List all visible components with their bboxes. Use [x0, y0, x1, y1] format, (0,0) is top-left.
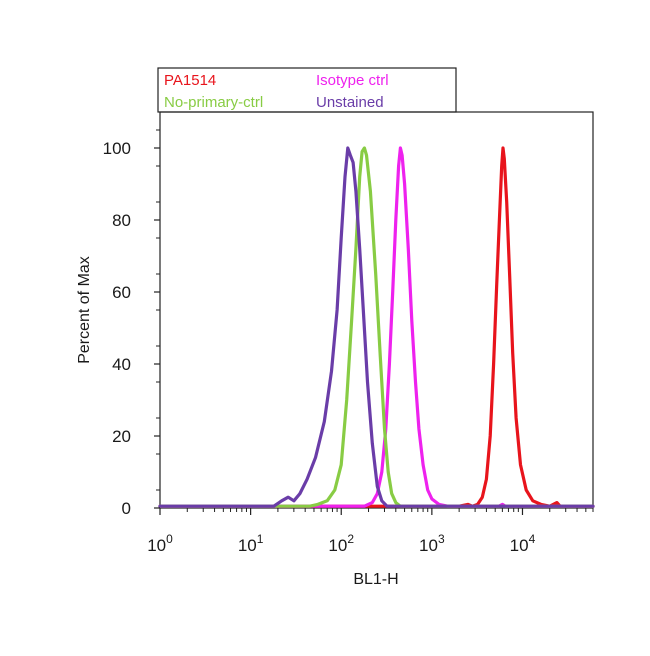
legend-box	[157, 67, 457, 113]
series-line-no-primary-ctrl	[158, 146, 595, 508]
y-tick-label: 0	[122, 499, 131, 518]
legend: PA1514 Isotype ctrl No-primary-ctrl Unst…	[157, 67, 457, 113]
y-axis-title: Percent of Max	[76, 256, 93, 364]
y-tick-label: 80	[112, 211, 131, 230]
x-axis-title: BL1-H	[353, 571, 398, 588]
series-layer	[158, 146, 595, 508]
y-tick-label: 20	[112, 427, 131, 446]
x-axis: 100 101 102 103 104	[147, 508, 594, 555]
legend-entry-no-primary-ctrl: No-primary-ctrl	[164, 94, 263, 111]
legend-entry-pa1514: PA1514	[164, 72, 216, 89]
y-tick-label: 100	[103, 139, 131, 158]
series-line-isotype-ctrl	[158, 146, 595, 508]
series-line-unstained	[158, 146, 595, 508]
x-tick-label: 103	[419, 532, 445, 555]
x-tick-label: 100	[147, 532, 173, 555]
x-tick-label: 104	[510, 532, 536, 555]
y-axis: 0 20 40 60 80 100	[103, 129, 160, 518]
x-tick-label: 101	[238, 532, 264, 555]
legend-entry-isotype-ctrl: Isotype ctrl	[316, 72, 389, 89]
y-tick-label: 40	[112, 355, 131, 374]
legend-entry-unstained: Unstained	[316, 94, 384, 111]
series-line-pa1514	[158, 146, 595, 508]
x-tick-label: 102	[328, 532, 354, 555]
y-tick-label: 60	[112, 283, 131, 302]
